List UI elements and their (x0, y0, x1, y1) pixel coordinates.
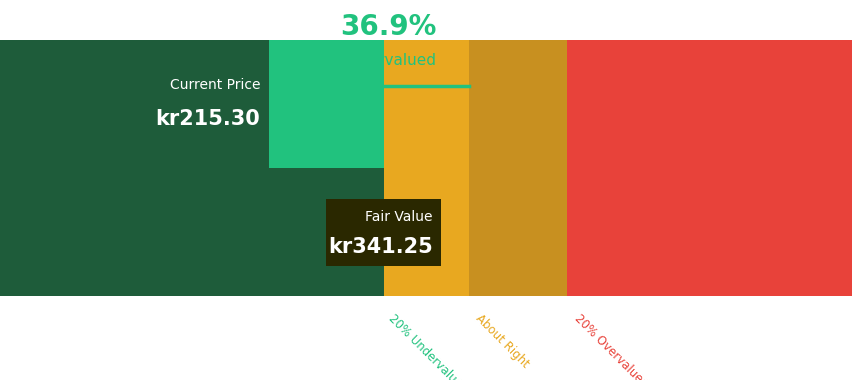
Text: Fair Value: Fair Value (365, 210, 433, 224)
Text: 36.9%: 36.9% (340, 13, 435, 41)
Text: kr215.30: kr215.30 (155, 109, 260, 129)
Text: Undervalued: Undervalued (339, 53, 436, 68)
Bar (0, 40, 268, 168)
Text: About Right: About Right (473, 312, 532, 370)
Text: kr341.25: kr341.25 (328, 238, 433, 258)
Text: 20% Undervalued: 20% Undervalued (385, 312, 469, 380)
Text: Current Price: Current Price (170, 78, 260, 92)
Bar (0, 168, 383, 296)
Bar (325, 199, 441, 266)
Bar (268, 40, 383, 296)
Bar (383, 40, 469, 296)
Bar (567, 40, 852, 296)
Bar (0, 40, 268, 296)
Text: 20% Overvalued: 20% Overvalued (571, 312, 649, 380)
Bar (469, 40, 567, 296)
